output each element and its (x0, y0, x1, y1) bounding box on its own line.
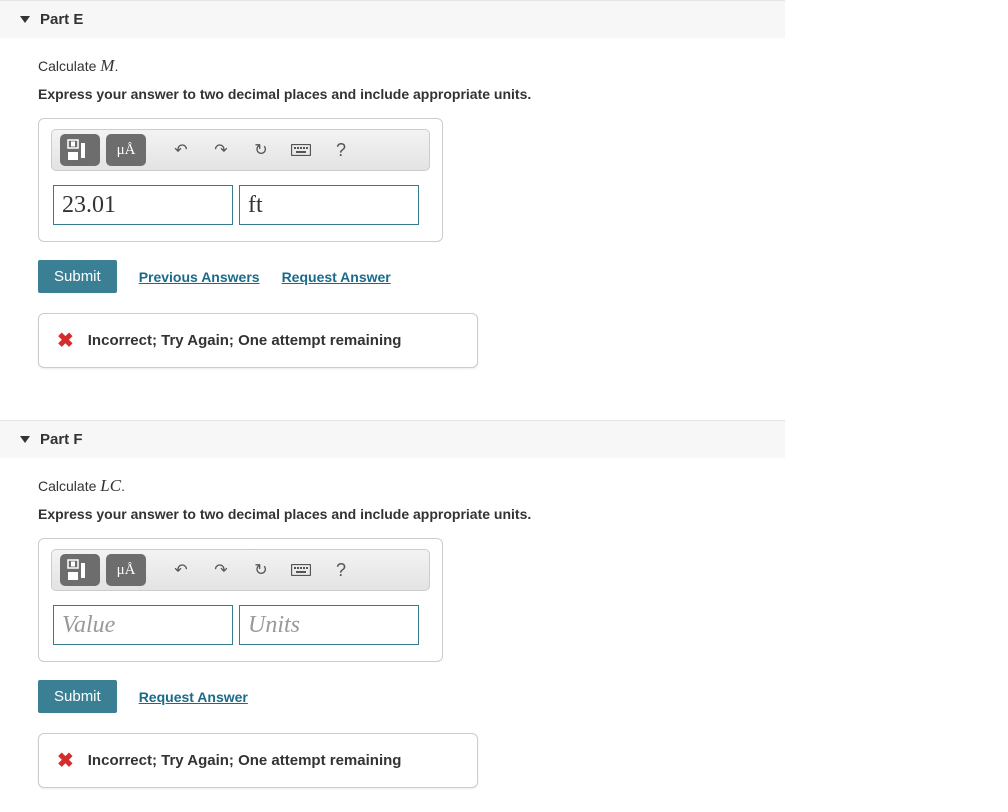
reset-icon[interactable]: ↻ (244, 135, 278, 165)
part-f-input-row (51, 605, 430, 645)
part-e-title: Part E (40, 11, 83, 28)
error-icon: ✖ (57, 748, 74, 773)
part-f-feedback: ✖ Incorrect; Try Again; One attempt rema… (38, 733, 478, 788)
part-e-feedback: ✖ Incorrect; Try Again; One attempt rema… (38, 313, 478, 368)
part-f-toolbar: μÅ ↶ ↷ ↻ ? (51, 549, 430, 591)
part-f-header[interactable]: Part F (0, 420, 785, 458)
calc-suffix: . (114, 58, 118, 74)
help-icon[interactable]: ? (324, 555, 358, 585)
help-icon[interactable]: ? (324, 135, 358, 165)
problem-container: Part E Calculate M. Express your answer … (0, 0, 785, 810)
part-f-prompt: Calculate LC. (38, 476, 747, 496)
part-e-body: Calculate M. Express your answer to two … (0, 38, 785, 390)
value-input[interactable] (53, 185, 233, 225)
redo-icon[interactable]: ↷ (204, 555, 238, 585)
units-symbol-button[interactable]: μÅ (106, 554, 146, 586)
calc-prefix: Calculate (38, 478, 100, 494)
reset-icon[interactable]: ↻ (244, 555, 278, 585)
calc-prefix: Calculate (38, 58, 100, 74)
units-symbol-button[interactable]: μÅ (106, 134, 146, 166)
request-answer-link[interactable]: Request Answer (282, 269, 391, 285)
part-f-answer-box: μÅ ↶ ↷ ↻ ? (38, 538, 443, 662)
part-f-instructions: Express your answer to two decimal place… (38, 506, 747, 522)
part-e-instructions: Express your answer to two decimal place… (38, 86, 747, 102)
units-input[interactable] (239, 185, 419, 225)
chevron-down-icon (20, 436, 30, 443)
request-answer-link[interactable]: Request Answer (139, 689, 248, 705)
part-e-actions: Submit Previous Answers Request Answer (38, 260, 747, 293)
part-f-body: Calculate LC. Express your answer to two… (0, 458, 785, 810)
calc-suffix: . (121, 478, 125, 494)
calc-variable: LC (100, 476, 121, 495)
feedback-text: Incorrect; Try Again; One attempt remain… (88, 332, 402, 349)
error-icon: ✖ (57, 328, 74, 353)
part-e-answer-box: μÅ ↶ ↷ ↻ ? (38, 118, 443, 242)
part-e-input-row (51, 185, 430, 225)
submit-button[interactable]: Submit (38, 680, 117, 713)
feedback-text: Incorrect; Try Again; One attempt remain… (88, 752, 402, 769)
chevron-down-icon (20, 16, 30, 23)
keyboard-icon[interactable] (284, 135, 318, 165)
undo-icon[interactable]: ↶ (164, 555, 198, 585)
part-e-prompt: Calculate M. (38, 56, 747, 76)
part-e-header[interactable]: Part E (0, 0, 785, 38)
part-f-title: Part F (40, 431, 83, 448)
units-input[interactable] (239, 605, 419, 645)
previous-answers-link[interactable]: Previous Answers (139, 269, 260, 285)
submit-button[interactable]: Submit (38, 260, 117, 293)
calc-variable: M (100, 56, 114, 75)
keyboard-icon[interactable] (284, 555, 318, 585)
value-input[interactable] (53, 605, 233, 645)
undo-icon[interactable]: ↶ (164, 135, 198, 165)
part-f-actions: Submit Request Answer (38, 680, 747, 713)
redo-icon[interactable]: ↷ (204, 135, 238, 165)
template-icon[interactable] (60, 134, 100, 166)
part-e-toolbar: μÅ ↶ ↷ ↻ ? (51, 129, 430, 171)
template-icon[interactable] (60, 554, 100, 586)
